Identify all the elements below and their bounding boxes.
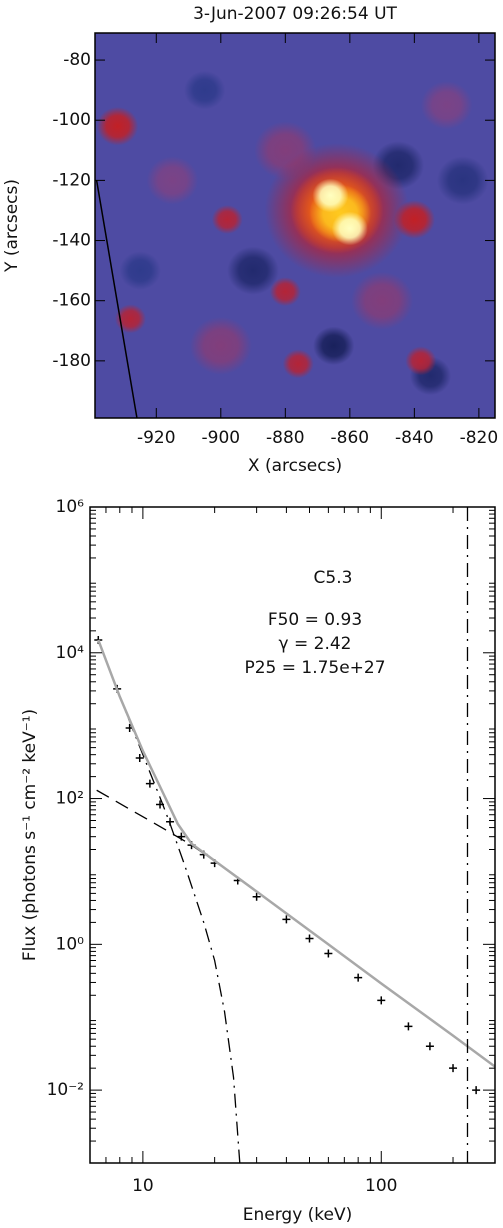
y-tick-label: 10⁶ <box>56 497 85 517</box>
data-point <box>354 973 363 982</box>
chart-title: 3-Jun-2007 09:26:54 UT <box>193 4 397 24</box>
source <box>312 178 349 213</box>
data-point <box>404 1022 413 1031</box>
x-axis-label: Energy (keV) <box>243 1205 353 1225</box>
y-tick-label: 10⁰ <box>56 934 85 954</box>
source <box>405 346 437 376</box>
y-tick-label: 10⁻² <box>47 1080 84 1100</box>
source <box>436 156 489 205</box>
source <box>115 304 146 334</box>
series-line <box>97 639 495 1068</box>
source <box>282 349 314 379</box>
x-tick-label: -920 <box>137 428 176 448</box>
source <box>331 211 368 246</box>
y-tick-label: -120 <box>52 170 91 190</box>
y-tick-label: -180 <box>52 351 91 371</box>
data-point <box>472 1086 481 1095</box>
x-tick-label: -820 <box>460 428 499 448</box>
spectrum-panel: 10 100 10⁶ 10⁴ 10² 10⁰ 10⁻² C5.3 F50 = 0.93 γ = 2… <box>20 497 496 1225</box>
source <box>313 326 355 366</box>
data-point <box>324 949 333 958</box>
data-point <box>177 832 186 841</box>
source <box>96 106 139 146</box>
y-axis-label: Flux (photons s⁻¹ cm⁻² keV⁻¹) <box>20 709 40 961</box>
plot-frame <box>94 32 496 419</box>
y-tick-label: -160 <box>52 291 91 311</box>
limb <box>95 180 138 418</box>
series-line <box>96 789 495 1068</box>
data-point <box>425 1042 434 1051</box>
image-panel: -920 -900 -880 -860 -840 -820 -80 -100 -120 -140 -… <box>2 4 498 476</box>
x-tick-label: -860 <box>331 428 370 448</box>
annotation: γ = 2.42 <box>279 634 352 654</box>
x-tick-label: 10 <box>132 1176 154 1196</box>
annotation: F50 = 0.93 <box>268 610 362 630</box>
plot-area <box>94 507 495 1163</box>
source <box>420 81 473 130</box>
series-line <box>97 639 241 1163</box>
y-axis-label: Y (arcsecs) <box>2 179 22 273</box>
data-point <box>135 754 144 763</box>
source <box>351 271 414 330</box>
x-axis-label: X (arcsecs) <box>248 456 342 476</box>
x-tick-label: 100 <box>365 1176 397 1196</box>
source <box>189 316 252 375</box>
data-point <box>282 915 291 924</box>
annotation: P25 = 1.75e+27 <box>244 658 385 678</box>
source <box>119 251 161 290</box>
source <box>227 246 279 295</box>
data-point <box>449 1064 458 1073</box>
x-tick-label: -900 <box>202 428 241 448</box>
source <box>146 156 199 205</box>
y-tick-label: -80 <box>63 50 91 70</box>
x-tick-label: -880 <box>266 428 305 448</box>
plot-frame <box>89 506 496 1164</box>
y-tick-label: 10² <box>56 789 84 809</box>
data-point <box>305 934 314 943</box>
data-point <box>252 892 261 901</box>
y-tick-label: -140 <box>52 231 91 251</box>
source <box>184 70 226 110</box>
data-point <box>377 996 386 1005</box>
y-tick-label: 10⁴ <box>56 643 85 663</box>
data-point <box>156 800 165 809</box>
data-point <box>166 817 175 826</box>
source <box>269 277 301 307</box>
data-point <box>145 779 154 788</box>
annotation: C5.3 <box>314 568 353 588</box>
x-tick-label: -840 <box>395 428 434 448</box>
y-tick-label: -100 <box>52 110 91 130</box>
source <box>211 205 243 234</box>
image-area <box>95 33 495 418</box>
